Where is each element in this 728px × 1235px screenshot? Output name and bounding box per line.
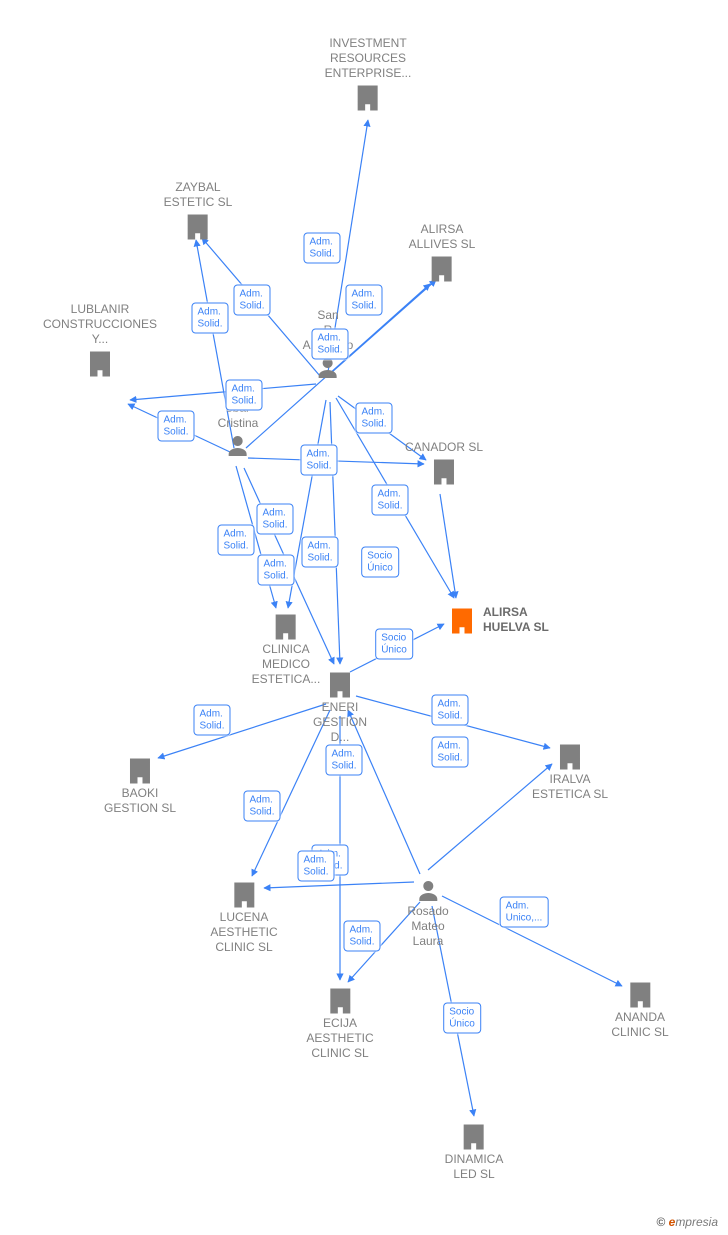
company-icon: [353, 83, 383, 113]
company-icon: [555, 742, 585, 772]
edge-label: Adm. Unico,...: [500, 897, 549, 928]
edge-label: Adm. Solid.: [256, 504, 293, 535]
company-icon: [125, 756, 155, 786]
edge-label: Adm. Solid.: [233, 285, 270, 316]
company-icon: [429, 457, 459, 487]
node-lublanir[interactable]: LUBLANIR CONSTRUCCIONES Y...: [43, 302, 157, 379]
edge-label: Socio Único: [361, 547, 399, 578]
company-icon: [427, 254, 457, 284]
node-eneri[interactable]: ENERI GESTION D...: [313, 668, 367, 745]
edge-label: Adm. Solid.: [343, 921, 380, 952]
edge-label: Adm. Solid.: [431, 695, 468, 726]
company-icon: [271, 612, 301, 642]
node-lucena[interactable]: LUCENA AESTHETIC CLINIC SL: [210, 878, 277, 955]
copyright: © empresia: [656, 1215, 718, 1229]
company-icon-wrap: [409, 254, 476, 284]
node-label: CLINICA MEDICO ESTETICA...: [252, 642, 321, 687]
company-icon-wrap: [447, 606, 477, 636]
edge-label: Adm. Solid.: [431, 737, 468, 768]
node-rosado[interactable]: Rosado Mateo Laura: [407, 876, 448, 949]
edge-label: Adm. Solid.: [371, 485, 408, 516]
edge-label: Adm. Solid.: [355, 403, 392, 434]
company-icon: [325, 986, 355, 1016]
edge-label: Adm. Solid.: [191, 303, 228, 334]
node-clinica[interactable]: CLINICA MEDICO ESTETICA...: [252, 610, 321, 687]
node-label: LUBLANIR CONSTRUCCIONES Y...: [43, 302, 157, 347]
node-label: ANANDA CLINIC SL: [611, 1010, 668, 1040]
company-icon: [459, 1122, 489, 1152]
person-icon: [226, 433, 250, 459]
company-icon-wrap: [445, 1122, 504, 1152]
node-ecija[interactable]: ECIJA AESTHETIC CLINIC SL: [306, 984, 373, 1061]
node-canador[interactable]: CANADOR SL: [405, 440, 483, 487]
node-alirsa_h[interactable]: ALIRSA HUELVA SL: [447, 604, 549, 636]
node-label: ALIRSA HUELVA SL: [483, 605, 549, 635]
edge-label: Adm. Solid.: [243, 791, 280, 822]
node-baoki[interactable]: BAOKI GESTION SL: [104, 754, 176, 816]
company-icon-wrap: [313, 670, 367, 700]
node-label: DINAMICA LED SL: [445, 1152, 504, 1182]
edge-label: Adm. Solid.: [301, 537, 338, 568]
edge-label: Adm. Solid.: [300, 445, 337, 476]
company-icon: [85, 349, 115, 379]
person-icon: [416, 878, 440, 904]
edge-label: Adm. Solid.: [217, 525, 254, 556]
person-icon-wrap: [407, 878, 448, 904]
company-icon-wrap: [210, 880, 277, 910]
edge-label: Adm. Solid.: [345, 285, 382, 316]
node-label: Rosado Mateo Laura: [407, 904, 448, 949]
company-icon-wrap: [532, 742, 608, 772]
edge-eneri-baoki: [158, 704, 326, 758]
company-icon-wrap: [611, 980, 668, 1010]
edge-label: Adm. Solid.: [325, 745, 362, 776]
node-label: CANADOR SL: [405, 440, 483, 455]
company-icon-wrap: [104, 756, 176, 786]
person-icon-wrap: [218, 433, 259, 459]
copyright-brand-rest: mpresia: [675, 1215, 718, 1229]
company-icon: [625, 980, 655, 1010]
edge-label: Adm. Solid.: [311, 329, 348, 360]
company-icon-wrap: [306, 986, 373, 1016]
node-dinamica[interactable]: DINAMICA LED SL: [445, 1120, 504, 1182]
company-icon-wrap: [43, 349, 157, 379]
edge-label: Adm. Solid.: [297, 851, 334, 882]
edge-canador-alirsa_h: [440, 494, 456, 598]
edge-label: Adm. Solid.: [157, 411, 194, 442]
node-ananda[interactable]: ANANDA CLINIC SL: [611, 978, 668, 1040]
node-label: IRALVA ESTETICA SL: [532, 772, 608, 802]
company-icon-wrap: [252, 612, 321, 642]
edge-label: Adm. Solid.: [257, 555, 294, 586]
company-icon: [447, 606, 477, 636]
node-investment[interactable]: INVESTMENT RESOURCES ENTERPRISE...: [325, 36, 412, 113]
company-icon: [229, 880, 259, 910]
node-label: ECIJA AESTHETIC CLINIC SL: [306, 1016, 373, 1061]
node-zaybal[interactable]: ZAYBAL ESTETIC SL: [164, 180, 233, 242]
copyright-symbol: ©: [656, 1215, 665, 1229]
node-label: ENERI GESTION D...: [313, 700, 367, 745]
edge-sanroman-eneri: [330, 402, 340, 664]
edge-label: Adm. Solid.: [225, 380, 262, 411]
edge-label: Socio Único: [375, 629, 413, 660]
node-label: BAOKI GESTION SL: [104, 786, 176, 816]
company-icon-wrap: [164, 212, 233, 242]
node-label: LUCENA AESTHETIC CLINIC SL: [210, 910, 277, 955]
node-label: ZAYBAL ESTETIC SL: [164, 180, 233, 210]
company-icon: [183, 212, 213, 242]
edge-label: Adm. Solid.: [303, 233, 340, 264]
company-icon-wrap: [325, 83, 412, 113]
company-icon: [325, 670, 355, 700]
edge-rosado-lucena: [264, 882, 414, 888]
company-icon-wrap: [405, 457, 483, 487]
edge-label: Socio Único: [443, 1003, 481, 1034]
edge-label: Adm. Solid.: [193, 705, 230, 736]
node-iralva[interactable]: IRALVA ESTETICA SL: [532, 740, 608, 802]
node-label: INVESTMENT RESOURCES ENTERPRISE...: [325, 36, 412, 81]
node-label: ALIRSA ALLIVES SL: [409, 222, 476, 252]
node-alirsa_all[interactable]: ALIRSA ALLIVES SL: [409, 222, 476, 284]
